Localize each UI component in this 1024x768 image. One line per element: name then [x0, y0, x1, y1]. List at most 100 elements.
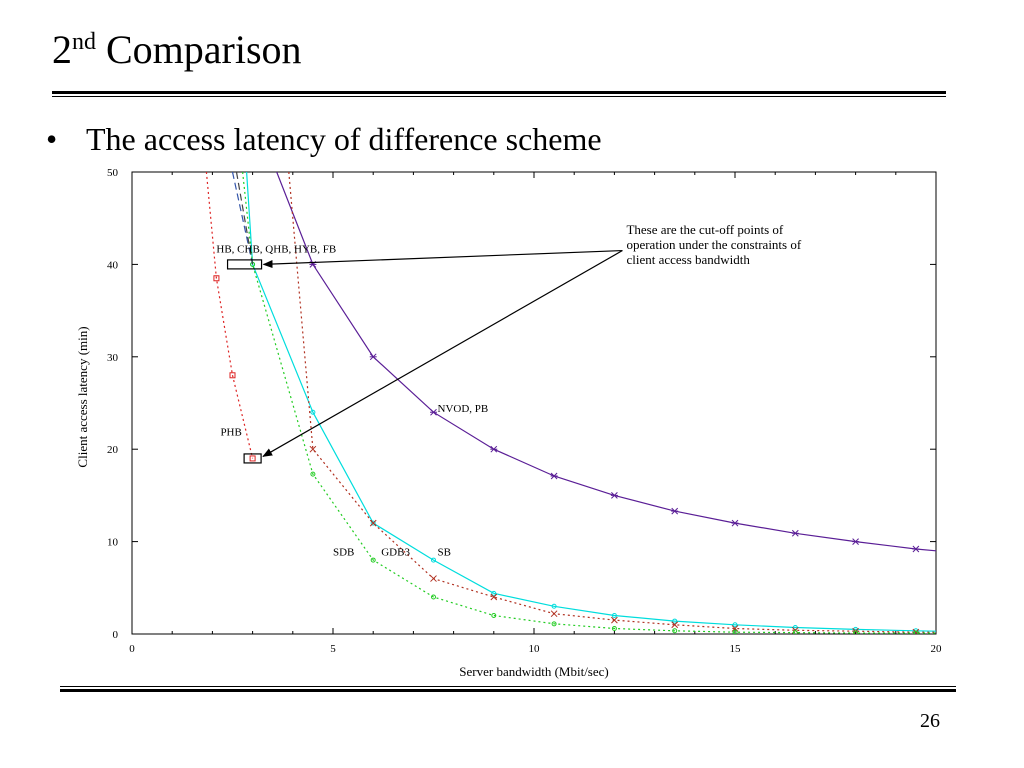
marker-stroke: [731, 625, 739, 632]
data-point: [611, 616, 618, 624]
bullet-point: • The access latency of difference schem…: [46, 121, 602, 158]
data-point: [229, 372, 236, 379]
marker-stroke: [309, 445, 317, 453]
page-number: 26: [920, 710, 940, 732]
marker-stroke: [490, 593, 498, 601]
footer-rule-top: [60, 686, 956, 687]
series-label: SDB: [333, 546, 354, 558]
data-point: [731, 519, 739, 527]
data-point: [370, 557, 376, 563]
series-line: [288, 172, 936, 633]
series-labels: NVOD, PB HB, CHB, QHB, HYB, FB PHB SDB GDB3 S…: [216, 243, 488, 558]
data-point: [310, 409, 316, 415]
data-point: [852, 538, 860, 545]
data-point: [792, 625, 798, 631]
series-6: [231, 172, 254, 265]
series-2: [246, 172, 936, 634]
series-label: HB, CHB, QHB, HYB, FB: [216, 243, 336, 255]
series-1: [276, 172, 936, 553]
data-point: [369, 519, 377, 527]
cutoff-box: [243, 453, 262, 464]
data-point: [611, 625, 617, 631]
marker-stroke: [550, 610, 558, 618]
data-point: [610, 492, 618, 499]
data-point: [913, 630, 919, 634]
series-line: [235, 172, 254, 265]
data-point: [369, 353, 377, 361]
y-tick-label: 0: [113, 629, 119, 641]
y-axis-label: Client access latency (min): [75, 326, 90, 467]
data-point: [490, 593, 498, 601]
series-line: [231, 172, 254, 265]
data-point: [430, 575, 437, 582]
marker-stroke: [369, 519, 377, 527]
series-4: [242, 172, 936, 634]
title-superscript: nd: [72, 29, 96, 55]
marker-stroke: [913, 628, 920, 634]
data-point: [912, 545, 920, 553]
y-tick-label: 40: [107, 259, 119, 271]
data-point: [310, 471, 316, 477]
series-label: GDB3: [381, 546, 410, 558]
data-point: [491, 613, 497, 619]
series-7: [235, 172, 254, 265]
series-line: [242, 172, 936, 634]
data-point: [551, 621, 557, 627]
annotation-line: These are the cut-off points of: [626, 222, 783, 237]
marker-stroke: [611, 616, 618, 624]
data-point: [791, 529, 799, 537]
slide-title: 2nd Comparison: [52, 30, 302, 70]
data-point: [430, 408, 437, 416]
series-layer: [205, 172, 936, 634]
data-point: [431, 594, 436, 600]
cutoff-annotation: These are the cut-off points ofoperation…: [226, 222, 802, 464]
y-tick-label: 20: [107, 444, 119, 456]
data-point: [551, 603, 557, 609]
annotation-arrow: [262, 249, 623, 269]
bullet-text: The access latency of difference scheme: [86, 121, 602, 157]
data-point: [213, 275, 220, 282]
x-tick-label: 20: [931, 643, 943, 655]
data-point: [611, 613, 617, 619]
data-point: [732, 629, 738, 634]
data-point: [490, 445, 498, 453]
marker-stroke: [671, 621, 679, 629]
series-line: [246, 172, 936, 632]
series-3: [288, 172, 936, 634]
footer-rule-bottom: [60, 689, 956, 692]
title-rest: Comparison: [96, 27, 302, 72]
series-line: [205, 172, 254, 459]
data-point: [249, 455, 256, 462]
data-point: [550, 610, 558, 618]
bullet-icon: •: [46, 121, 58, 157]
annotation-line: client access bandwidth: [626, 252, 750, 267]
y-tick-label: 30: [107, 352, 119, 364]
y-tick-label: 50: [107, 167, 119, 179]
x-axis-label: Server bandwidth (Mbit/sec): [459, 664, 608, 679]
series-line: [276, 172, 936, 552]
series-label: PHB: [220, 426, 241, 438]
data-point: [671, 507, 679, 515]
marker-stroke: [430, 575, 437, 582]
data-point: [672, 618, 678, 624]
series-label: SB: [438, 546, 451, 558]
x-tick-label: 15: [730, 643, 742, 655]
cutoff-box: [226, 259, 263, 270]
annotation-arrow: [262, 250, 623, 457]
data-point: [671, 621, 679, 629]
annotation-line: operation under the constraints of: [626, 237, 801, 252]
data-point: [370, 520, 376, 526]
x-tick-label: 10: [529, 643, 541, 655]
plot-frame: [131, 171, 937, 635]
data-point: [550, 472, 558, 480]
data-point: [912, 628, 920, 634]
data-point: [732, 622, 738, 628]
data-point: [853, 630, 859, 634]
series-label: NVOD, PB: [438, 403, 489, 415]
axis-ticks: 0 5 10 15 20 0 10 20 30 40 50: [107, 167, 942, 655]
x-tick-label: 0: [129, 643, 135, 655]
x-tick-label: 5: [330, 643, 336, 655]
data-point: [431, 557, 436, 563]
data-point: [491, 590, 497, 596]
